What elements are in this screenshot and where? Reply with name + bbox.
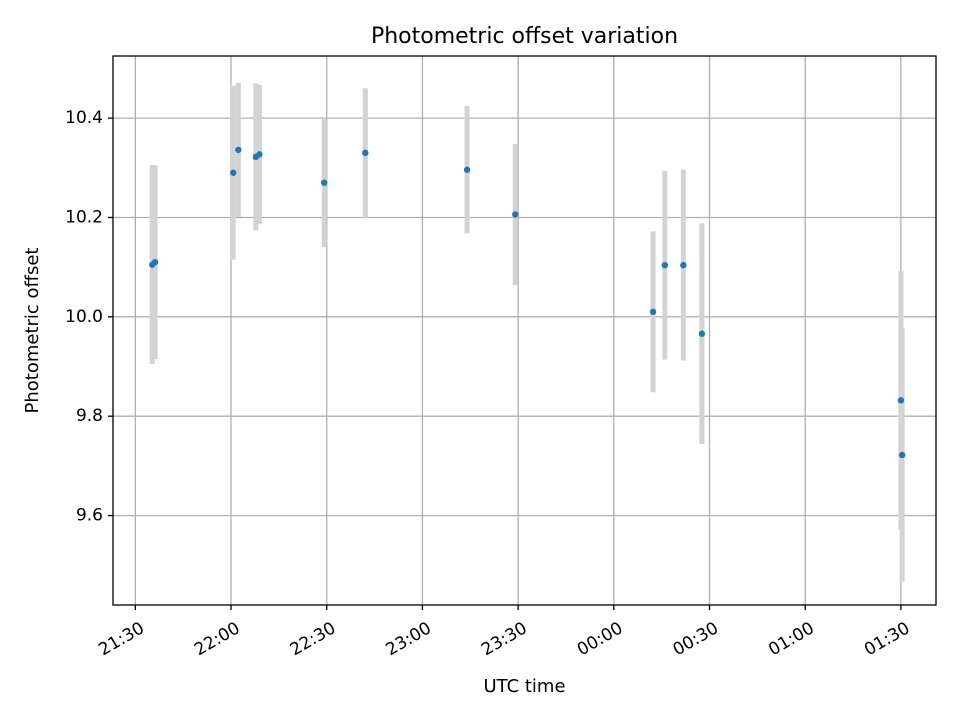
- data-point: [256, 151, 263, 158]
- x-axis-label: UTC time: [483, 676, 565, 697]
- y-tick-label: 10.2: [65, 207, 103, 227]
- data-point: [680, 261, 687, 269]
- chart-title: Photometric offset variation: [371, 24, 678, 49]
- data-points: [149, 146, 906, 459]
- y-tick-label: 10.0: [65, 307, 103, 327]
- data-point: [649, 308, 657, 316]
- y-tick-label: 9.8: [76, 406, 103, 426]
- plot-frame: [112, 55, 937, 606]
- data-point: [151, 258, 159, 266]
- data-point: [463, 166, 471, 173]
- data-point: [320, 179, 328, 186]
- data-point: [898, 451, 906, 459]
- data-point: [362, 149, 369, 157]
- y-tick-label: 9.6: [76, 506, 103, 526]
- data-point: [512, 211, 519, 218]
- grid-lines: [113, 56, 936, 605]
- y-tick-label: 10.4: [65, 108, 103, 128]
- data-point: [897, 397, 905, 404]
- data-point: [661, 261, 669, 269]
- data-point: [235, 146, 242, 154]
- data-point: [230, 169, 237, 176]
- y-axis-label: Photometric offset: [22, 248, 43, 414]
- data-point: [698, 330, 706, 337]
